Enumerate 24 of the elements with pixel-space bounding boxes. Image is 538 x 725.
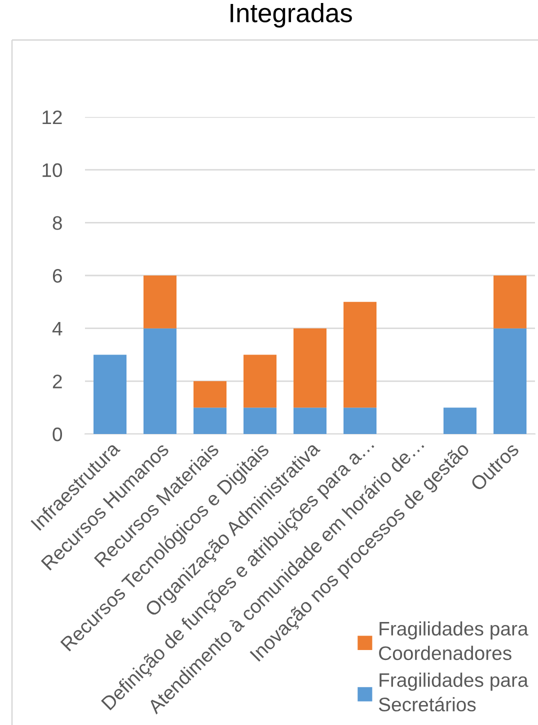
legend-label: Fragilidades para Secretários (378, 672, 528, 712)
bar (94, 354, 126, 434)
chart-title: Integradas (230, 3, 352, 28)
y-tick-label: 0 (52, 427, 62, 442)
bar (144, 328, 176, 434)
bar (494, 328, 526, 434)
bar (244, 354, 276, 408)
bar (244, 408, 276, 434)
bar (344, 302, 376, 408)
legend-label: Fragilidades para Coordenadores (379, 621, 528, 660)
y-tick-label: 4 (52, 322, 62, 336)
y-tick-label: 8 (52, 216, 62, 230)
bar (444, 408, 476, 434)
bar (294, 328, 326, 408)
y-tick-label: 2 (52, 374, 62, 388)
bar (494, 276, 526, 328)
bar (344, 408, 376, 434)
bar (194, 381, 226, 408)
y-tick-label: 12 (42, 110, 62, 124)
bar (144, 276, 176, 328)
y-tick-label: 6 (52, 268, 62, 283)
y-tick-label: 10 (42, 163, 62, 178)
bar (194, 408, 226, 434)
bar (294, 408, 326, 434)
